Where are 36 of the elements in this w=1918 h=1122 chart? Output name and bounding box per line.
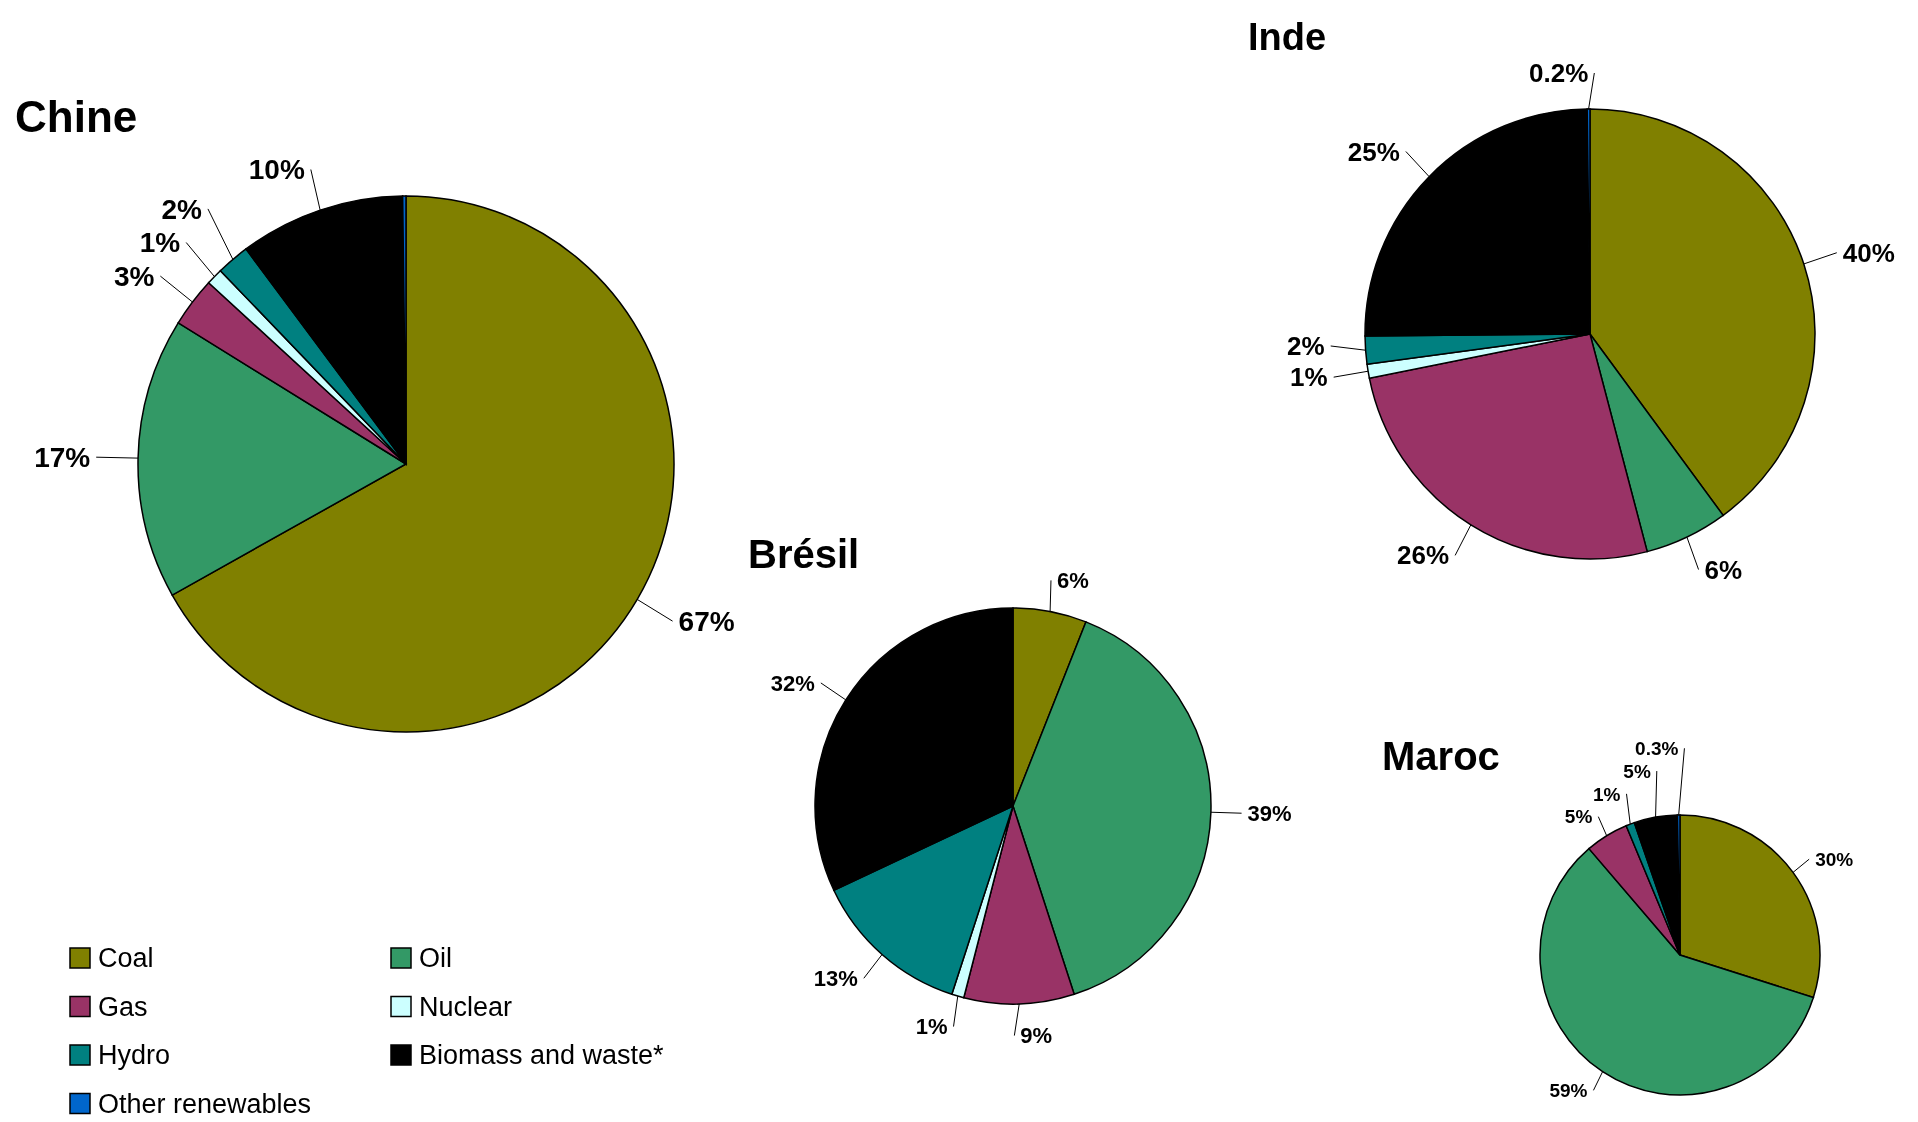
legend-label: Hydro xyxy=(98,1040,171,1071)
data-label: 2% xyxy=(161,193,203,225)
data-label: 17% xyxy=(34,441,91,473)
data-label: 2% xyxy=(1287,331,1325,362)
chart-title: Chine xyxy=(15,92,138,141)
legend-label: Oil xyxy=(419,943,452,974)
data-label: 5% xyxy=(1623,760,1651,782)
legend-label: Coal xyxy=(98,943,154,974)
data-label: 10% xyxy=(248,154,305,186)
data-label: 0.2% xyxy=(1529,58,1589,89)
data-label: 1% xyxy=(915,1014,948,1040)
data-label: 6% xyxy=(1704,554,1743,585)
legend-label: Nuclear xyxy=(419,991,513,1022)
data-label: 1% xyxy=(1290,362,1328,393)
chart-title: Brésil xyxy=(748,532,860,576)
data-label: 13% xyxy=(813,965,858,991)
data-label: 3% xyxy=(113,260,155,292)
data-label: 40% xyxy=(1842,237,1895,268)
data-label: 25% xyxy=(1347,136,1400,167)
data-label: 6% xyxy=(1056,568,1089,594)
legend-label: Other renewables xyxy=(98,1088,312,1119)
data-label: 67% xyxy=(678,605,735,637)
data-label: 30% xyxy=(1815,848,1854,870)
data-label: 26% xyxy=(1397,540,1450,571)
legend-label: Gas xyxy=(98,991,148,1022)
legend-label: Biomass and waste* xyxy=(419,1040,665,1071)
chart-title: Maroc xyxy=(1382,734,1500,778)
data-label: 1% xyxy=(139,227,181,259)
data-label: 0.3% xyxy=(1635,737,1679,759)
data-label: 9% xyxy=(1020,1023,1053,1049)
data-label: 5% xyxy=(1564,806,1593,828)
chart-title: Inde xyxy=(1248,16,1327,58)
data-label: 1% xyxy=(1593,783,1621,805)
data-label: 59% xyxy=(1549,1079,1588,1101)
data-label: 32% xyxy=(770,670,815,696)
data-label: 39% xyxy=(1247,800,1292,826)
